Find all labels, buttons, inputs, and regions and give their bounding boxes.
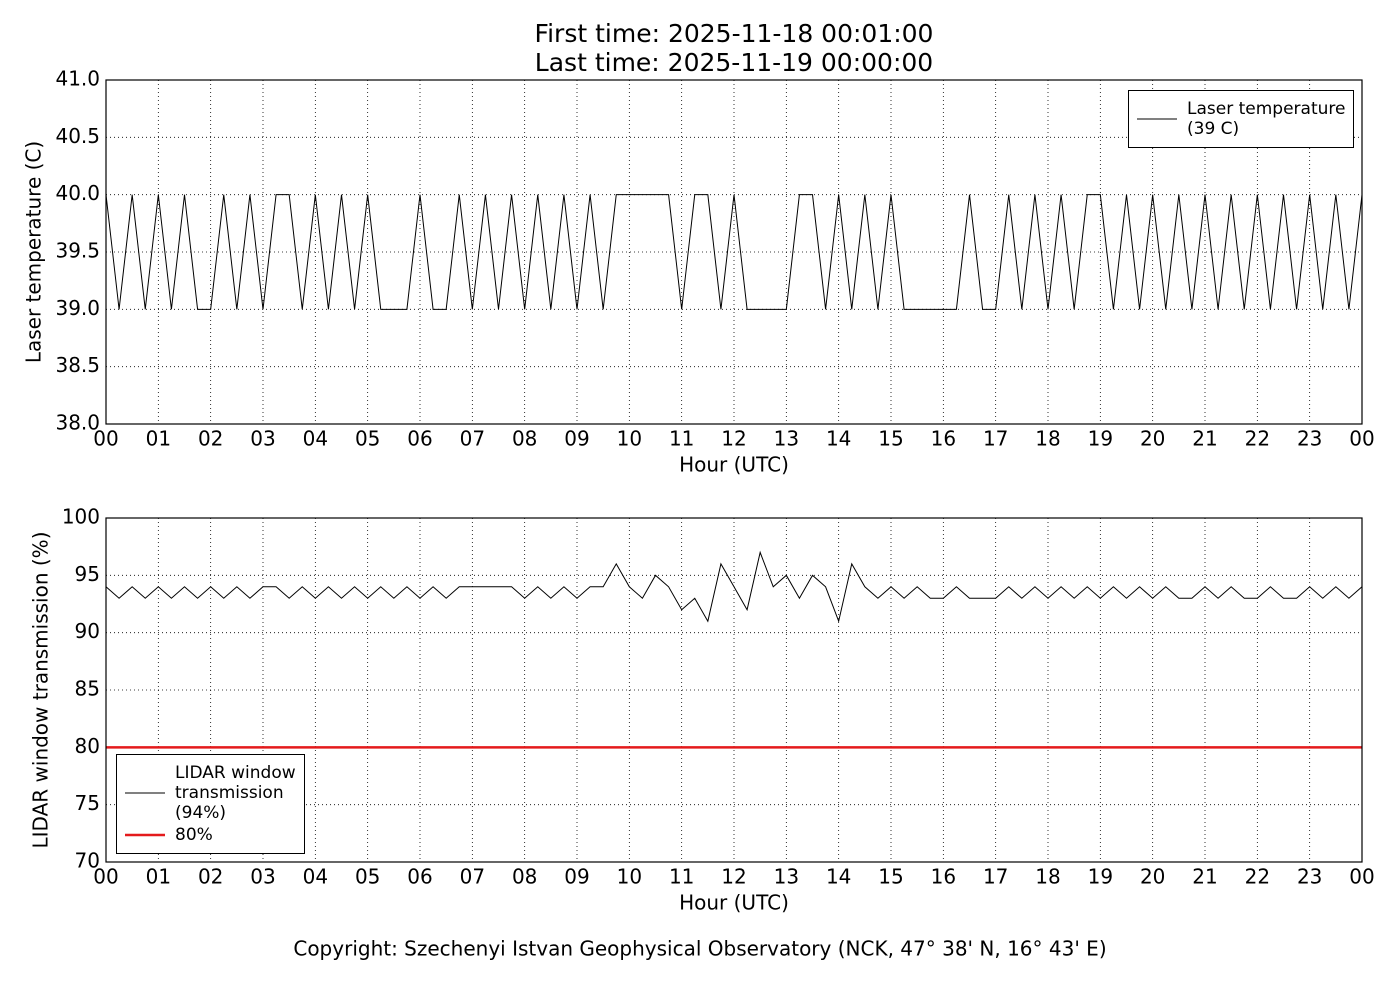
- x-tick-label: 05: [355, 427, 380, 451]
- x-tick-label: 07: [460, 865, 485, 889]
- x-tick-label: 00: [1349, 427, 1374, 451]
- legend-swatch: [125, 792, 165, 794]
- legend-item: 80%: [125, 825, 296, 845]
- legend-label: 80%: [175, 825, 213, 845]
- x-axis-label: Hour (UTC): [679, 891, 789, 915]
- x-tick-label: 14: [826, 865, 851, 889]
- y-tick-label: 85: [75, 677, 100, 701]
- x-tick-label: 23: [1297, 427, 1322, 451]
- x-tick-label: 04: [303, 427, 328, 451]
- y-tick-label: 40.0: [55, 181, 100, 205]
- y-tick-label: 40.5: [55, 124, 100, 148]
- y-tick-label: 38.0: [55, 411, 100, 435]
- legend-label: Laser temperature (39 C): [1187, 99, 1346, 139]
- y-tick-label: 100: [62, 505, 100, 529]
- legend-swatch: [1137, 118, 1177, 120]
- x-tick-label: 14: [826, 427, 851, 451]
- x-tick-label: 16: [931, 427, 956, 451]
- x-tick-label: 15: [878, 427, 903, 451]
- legend: LIDAR window transmission (94%) 80%: [116, 754, 305, 854]
- y-tick-label: 75: [75, 791, 100, 815]
- x-tick-label: 11: [669, 865, 694, 889]
- x-tick-label: 06: [407, 865, 432, 889]
- y-axis-label: Laser temperature (C): [22, 141, 46, 363]
- x-tick-label: 20: [1140, 427, 1165, 451]
- series-line: [105, 194, 1363, 310]
- y-tick-label: 38.5: [55, 353, 100, 377]
- x-tick-label: 11: [669, 427, 694, 451]
- x-tick-label: 13: [774, 427, 799, 451]
- chart-subtitle: Last time: 2025-11-19 00:00:00: [535, 48, 933, 77]
- x-tick-label: 06: [407, 427, 432, 451]
- plot-frame: [105, 79, 1363, 425]
- x-tick-label: 13: [774, 865, 799, 889]
- y-tick-label: 39.0: [55, 296, 100, 320]
- x-tick-label: 21: [1192, 865, 1217, 889]
- x-tick-label: 00: [1349, 865, 1374, 889]
- x-tick-label: 01: [146, 427, 171, 451]
- x-tick-label: 17: [983, 865, 1008, 889]
- x-tick-label: 23: [1297, 865, 1322, 889]
- legend: Laser temperature (39 C): [1128, 90, 1355, 148]
- plot-frame: [105, 517, 1363, 863]
- x-tick-label: 07: [460, 427, 485, 451]
- series-line: [105, 550, 1363, 623]
- x-tick-label: 20: [1140, 865, 1165, 889]
- x-tick-label: 16: [931, 865, 956, 889]
- y-tick-label: 90: [75, 619, 100, 643]
- x-tick-label: 12: [721, 427, 746, 451]
- legend-item: Laser temperature (39 C): [1137, 99, 1345, 139]
- x-tick-label: 21: [1192, 427, 1217, 451]
- x-tick-label: 19: [1088, 865, 1113, 889]
- x-axis-label: Hour (UTC): [679, 453, 789, 477]
- x-tick-label: 09: [564, 865, 589, 889]
- y-tick-label: 70: [75, 849, 100, 873]
- legend-label: LIDAR window transmission (94%): [175, 763, 296, 823]
- x-tick-label: 08: [512, 427, 537, 451]
- legend-item: LIDAR window transmission (94%): [125, 763, 296, 823]
- x-tick-label: 05: [355, 865, 380, 889]
- footer: Copyright: Szechenyi Istvan Geophysical …: [293, 937, 1106, 961]
- x-tick-label: 17: [983, 427, 1008, 451]
- x-tick-label: 09: [564, 427, 589, 451]
- x-tick-label: 02: [198, 865, 223, 889]
- x-tick-label: 03: [250, 865, 275, 889]
- x-tick-label: 19: [1088, 427, 1113, 451]
- y-tick-label: 80: [75, 734, 100, 758]
- x-tick-label: 00: [93, 865, 118, 889]
- x-tick-label: 15: [878, 865, 903, 889]
- x-tick-label: 08: [512, 865, 537, 889]
- x-tick-label: 03: [250, 427, 275, 451]
- x-tick-label: 01: [146, 865, 171, 889]
- x-tick-label: 18: [1035, 865, 1060, 889]
- y-tick-label: 95: [75, 562, 100, 586]
- x-tick-label: 12: [721, 865, 746, 889]
- x-tick-label: 10: [617, 865, 642, 889]
- x-tick-label: 22: [1245, 427, 1270, 451]
- x-tick-label: 18: [1035, 427, 1060, 451]
- x-tick-label: 02: [198, 427, 223, 451]
- y-tick-label: 39.5: [55, 239, 100, 263]
- y-axis-label: LIDAR window transmission (%): [29, 532, 53, 849]
- x-tick-label: 10: [617, 427, 642, 451]
- x-tick-label: 22: [1245, 865, 1270, 889]
- y-tick-label: 41.0: [55, 67, 100, 91]
- x-tick-label: 00: [93, 427, 118, 451]
- legend-swatch: [125, 833, 165, 837]
- chart-title: First time: 2025-11-18 00:01:00: [535, 19, 934, 48]
- x-tick-label: 04: [303, 865, 328, 889]
